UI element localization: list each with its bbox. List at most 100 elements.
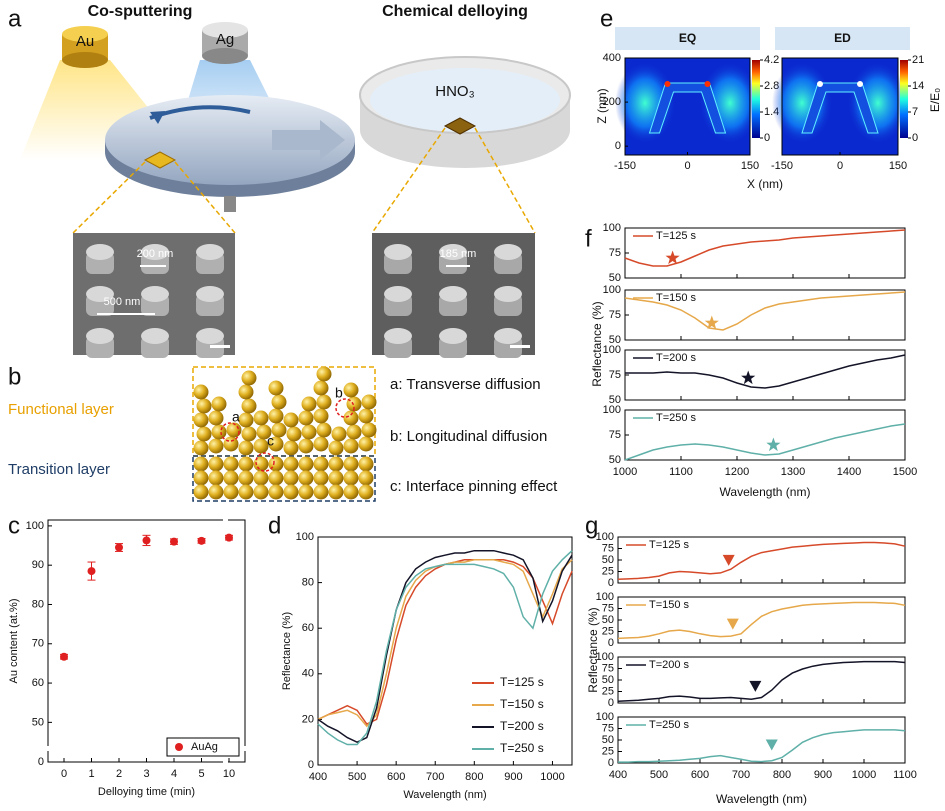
x-tick-label: 150 (889, 160, 907, 172)
atom (256, 424, 272, 440)
y-tick-label: 75 (609, 369, 621, 381)
hotspot (857, 81, 863, 87)
title-bar (775, 27, 910, 50)
y-tick-label: 50 (602, 734, 614, 746)
colorbar-tick-label: 0 (764, 132, 770, 144)
series-line (317, 549, 573, 744)
series-line (624, 229, 906, 267)
y-tick-label: 80 (302, 577, 314, 589)
y-tick-label: 25 (602, 625, 614, 637)
y-tick-label: 75 (609, 309, 621, 321)
x-axis-label: Wavelength (nm) (716, 792, 807, 806)
y-tick-label: 25 (602, 565, 614, 577)
x-tick-label: 1400 (837, 466, 861, 478)
process-arrow (272, 120, 345, 160)
atom (313, 380, 329, 396)
legend-marker (175, 743, 183, 751)
legend-label: T=250 s (656, 412, 697, 424)
y-tick-label: 60 (302, 622, 314, 634)
resonance-marker (765, 739, 778, 751)
panel-label: f (585, 225, 592, 252)
transition-box (192, 455, 376, 502)
y-tick-label: 100 (603, 284, 621, 296)
target-label: Ag (216, 31, 234, 48)
pillar-top (384, 244, 412, 260)
atom (268, 436, 284, 452)
point (197, 536, 206, 545)
diffusion-site (220, 422, 240, 442)
y-tick-label: 75 (609, 247, 621, 259)
zoom-line (474, 127, 536, 234)
diffusion-site (255, 452, 275, 472)
atom (193, 412, 209, 428)
panel-label: c (8, 512, 20, 539)
atom (283, 440, 299, 456)
atom (298, 410, 314, 426)
resonance-marker (722, 554, 735, 566)
atom (208, 470, 224, 486)
legend-label: T=250 s (649, 719, 690, 731)
y-tick-label: 40 (302, 668, 314, 680)
atom (343, 456, 359, 472)
atom (328, 484, 344, 500)
colorbar-label: E/E₀ (928, 88, 942, 112)
y-tick-label: 50 (32, 716, 44, 728)
legend-text: c: Interface pinning effect (390, 478, 558, 495)
solution-label: HNO₃ (435, 83, 474, 100)
y-tick-label: 50 (609, 272, 621, 284)
series-line (624, 291, 906, 331)
resonance-marker (749, 680, 762, 692)
resonance-marker (726, 618, 739, 630)
atom (253, 438, 269, 454)
title: Chemical delloying (382, 3, 528, 20)
pillar-top (86, 244, 114, 260)
atom (343, 438, 359, 454)
atom (358, 470, 374, 486)
atom (271, 394, 287, 410)
atom (208, 456, 224, 472)
panel-label: e (600, 5, 613, 32)
x-tick-label: 600 (387, 771, 405, 783)
atom (238, 470, 254, 486)
atom (358, 484, 374, 500)
x-tick-label: 900 (504, 771, 522, 783)
atom (268, 470, 284, 486)
pillar-top (439, 328, 467, 344)
atom (316, 366, 332, 382)
colorbar (752, 60, 760, 138)
field-hotspot (772, 63, 832, 143)
stem (224, 196, 236, 212)
y-tick-label: 60 (32, 677, 44, 689)
point (225, 533, 233, 542)
atom (301, 396, 317, 412)
y-tick-label: 75 (602, 662, 614, 674)
nanostructure (648, 82, 727, 134)
atom (328, 456, 344, 472)
y-axis-label: Reflectance (%) (590, 301, 604, 386)
atom (316, 422, 332, 438)
colorbar-tick-label: 4.2 (764, 54, 779, 66)
panel-a: a Co-sputtering Chemical delloying Au Ag… (8, 3, 571, 358)
atom (208, 438, 224, 454)
atom (283, 412, 299, 428)
atom (208, 410, 224, 426)
atom (331, 426, 347, 442)
atom (238, 456, 254, 472)
legend-label: T=125 s (656, 230, 697, 242)
atom (253, 410, 269, 426)
atom (283, 470, 299, 486)
atom (253, 484, 269, 500)
panel-label: g (585, 512, 598, 539)
colorbar (900, 60, 908, 138)
y-tick-label: 0 (608, 637, 614, 649)
resonance-marker (665, 250, 680, 265)
resonance-marker (741, 370, 756, 385)
x-tick-label: 5 (198, 768, 204, 780)
point (115, 543, 123, 552)
series-line (618, 729, 906, 763)
atom (196, 426, 212, 442)
x-tick-label: 1000 (852, 769, 876, 781)
y-tick-label: 0 (615, 140, 621, 152)
point (142, 536, 151, 545)
